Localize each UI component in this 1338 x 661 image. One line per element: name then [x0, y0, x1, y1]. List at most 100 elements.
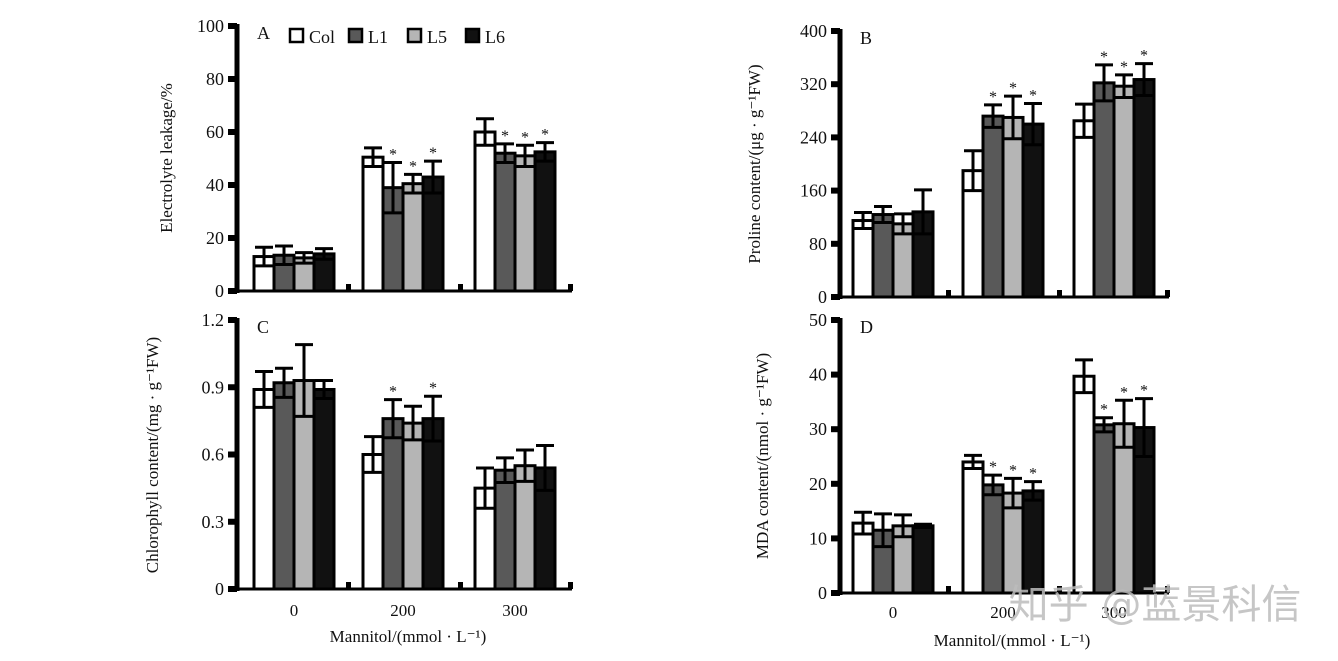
y-tick-label: 0 [818, 287, 827, 307]
legend-swatch [347, 27, 364, 44]
y-tick-label: 0 [215, 281, 224, 301]
panel-letter: B [860, 28, 872, 48]
x-tick-mark [568, 284, 573, 291]
x-tick-mark [1165, 290, 1170, 297]
bar-l1 [493, 151, 517, 293]
x-tick-mark [1057, 290, 1062, 297]
x-tick-mark [346, 582, 351, 589]
y-tick-mark [228, 384, 237, 391]
y-tick-mark [831, 81, 840, 88]
y-tick-label: 0 [215, 579, 224, 599]
legend-swatch [464, 27, 481, 44]
y-axis-title: Chlorophyll content/(mg · g⁻¹FW) [143, 337, 162, 573]
x-tick-label: 0 [889, 603, 898, 622]
y-tick-label: 80 [809, 234, 827, 254]
y-tick-mark [228, 182, 237, 188]
bar-l5 [401, 421, 425, 591]
bar-l6 [1021, 122, 1045, 299]
bar-l5 [513, 464, 537, 591]
y-tick-label: 30 [809, 419, 827, 439]
y-tick-mark [831, 480, 840, 487]
bar-l6 [312, 387, 336, 591]
significance-asterisk: * [409, 158, 417, 175]
y-axis-title: MDA content/(nmol · g⁻¹FW) [753, 353, 772, 559]
y-tick-label: 160 [800, 181, 827, 201]
significance-asterisk: * [1120, 59, 1128, 76]
panel-d: 0 10 20 30 40 50 MDA content/(nmol · g⁻¹FW) D 0 *… [753, 310, 1170, 622]
y-tick-mark [831, 590, 840, 596]
x-tick-mark [458, 582, 463, 589]
x-tick-mark [1165, 586, 1170, 593]
y-tick-mark [831, 28, 840, 34]
y-tick-mark [831, 371, 840, 378]
significance-asterisk: * [1140, 48, 1148, 65]
significance-asterisk: * [1140, 383, 1148, 400]
y-tick-mark [228, 518, 237, 525]
legend-item-l1: L1 [347, 27, 388, 47]
bar-l1 [272, 381, 296, 591]
y-tick-label: 100 [197, 16, 224, 36]
legend-label: L5 [427, 27, 447, 47]
x-tick-mark [946, 290, 951, 297]
x-tick-mark [946, 586, 951, 593]
legend: Col L1 L5 L6 [288, 27, 505, 47]
x-tick-label: 200 [990, 603, 1016, 622]
legend-item-col: Col [288, 27, 335, 47]
significance-asterisk: * [1120, 384, 1128, 401]
y-tick-mark [228, 317, 237, 323]
panel-letter: A [257, 23, 270, 43]
significance-asterisk: * [389, 384, 397, 401]
bar-l6 [533, 150, 557, 293]
y-tick-mark [831, 294, 840, 300]
y-tick-label: 0.3 [202, 512, 225, 532]
y-tick-mark [228, 586, 237, 592]
bar-l5 [1001, 115, 1025, 299]
significance-asterisk: * [989, 459, 997, 476]
y-tick-mark [228, 76, 237, 82]
legend-label: L6 [485, 27, 505, 47]
significance-asterisk: * [1100, 49, 1108, 66]
bar-l1 [1092, 423, 1116, 595]
y-tick-mark [831, 535, 840, 542]
bar-l1 [871, 213, 895, 299]
legend-item-l6: L6 [464, 27, 505, 47]
y-tick-mark [831, 134, 840, 141]
significance-asterisk: * [1029, 466, 1037, 483]
x-tick-mark [568, 582, 573, 589]
y-tick-label: 1.2 [202, 310, 225, 330]
bar-l6 [1132, 78, 1156, 299]
y-tick-mark [831, 426, 840, 433]
bar-col [361, 453, 385, 591]
panel-b: 0 80 160 240 320 400 Proline content/(μg · g⁻¹… [745, 21, 1170, 307]
y-tick-mark [831, 240, 840, 247]
legend-label: L1 [368, 27, 388, 47]
bar-l5 [1112, 84, 1136, 299]
significance-asterisk: * [429, 380, 437, 397]
bar-l1 [493, 468, 517, 591]
bar-col [1072, 374, 1096, 595]
y-axis-title: Proline content/(μg · g⁻¹FW) [745, 64, 764, 263]
y-tick-label: 400 [800, 21, 827, 41]
y-tick-label: 40 [206, 175, 224, 195]
bar-col [1072, 119, 1096, 299]
significance-asterisk: * [541, 127, 549, 144]
y-axis-title: Electrolyte leakage/% [157, 83, 176, 233]
legend-swatch [288, 27, 305, 44]
bar-l6 [1021, 489, 1045, 595]
y-tick-label: 320 [800, 74, 827, 94]
significance-asterisk: * [1100, 402, 1108, 419]
y-tick-label: 60 [206, 122, 224, 142]
x-tick-mark [346, 284, 351, 291]
y-tick-label: 80 [206, 69, 224, 89]
y-tick-label: 240 [800, 127, 827, 147]
watermark: 知乎 @蓝景科信 [1009, 582, 1302, 628]
bar-col [473, 130, 497, 293]
y-tick-mark [831, 187, 840, 194]
legend-swatch [406, 27, 423, 44]
x-tick-label: 300 [502, 601, 528, 620]
bar-l5 [1112, 422, 1136, 595]
x-axis-label-left: Mannitol/(mmol · L⁻¹) [330, 627, 487, 646]
significance-asterisk: * [1029, 87, 1037, 104]
